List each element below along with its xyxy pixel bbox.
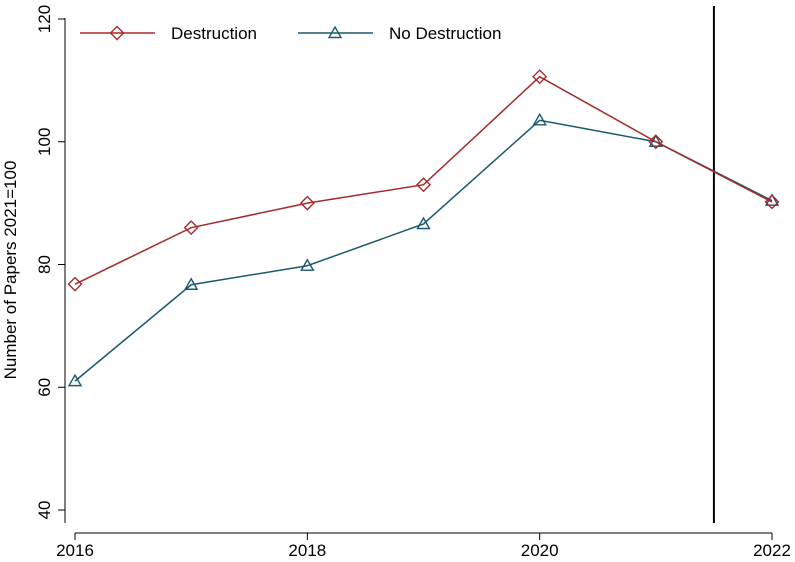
x-tick-label: 2016 (56, 541, 94, 557)
legend-item: Destruction (80, 24, 257, 43)
legend-label: Destruction (171, 24, 257, 43)
y-tick-label: 80 (35, 255, 54, 274)
y-tick-label: 120 (35, 5, 54, 33)
y-tick-label: 100 (35, 128, 54, 156)
legend-label: No Destruction (389, 24, 501, 43)
axes (65, 18, 772, 533)
x-tick-label: 2022 (753, 541, 791, 557)
series-line (75, 77, 772, 284)
data-series (69, 70, 779, 385)
series-destruction (69, 70, 779, 290)
tick-labels: 40 60 80 100 120 2016 2018 2020 2022 (35, 5, 791, 557)
x-tick-label: 2020 (521, 541, 559, 557)
y-tick-label: 60 (35, 378, 54, 397)
legend: Destruction No Destruction (80, 24, 501, 43)
x-tick-label: 2018 (288, 541, 326, 557)
y-tick-label: 40 (35, 501, 54, 520)
series-line (75, 120, 772, 381)
series-no-destruction (69, 114, 778, 385)
y-axis-label: Number of Papers 2021=100 (1, 161, 20, 380)
legend-item: No Destruction (298, 24, 501, 43)
